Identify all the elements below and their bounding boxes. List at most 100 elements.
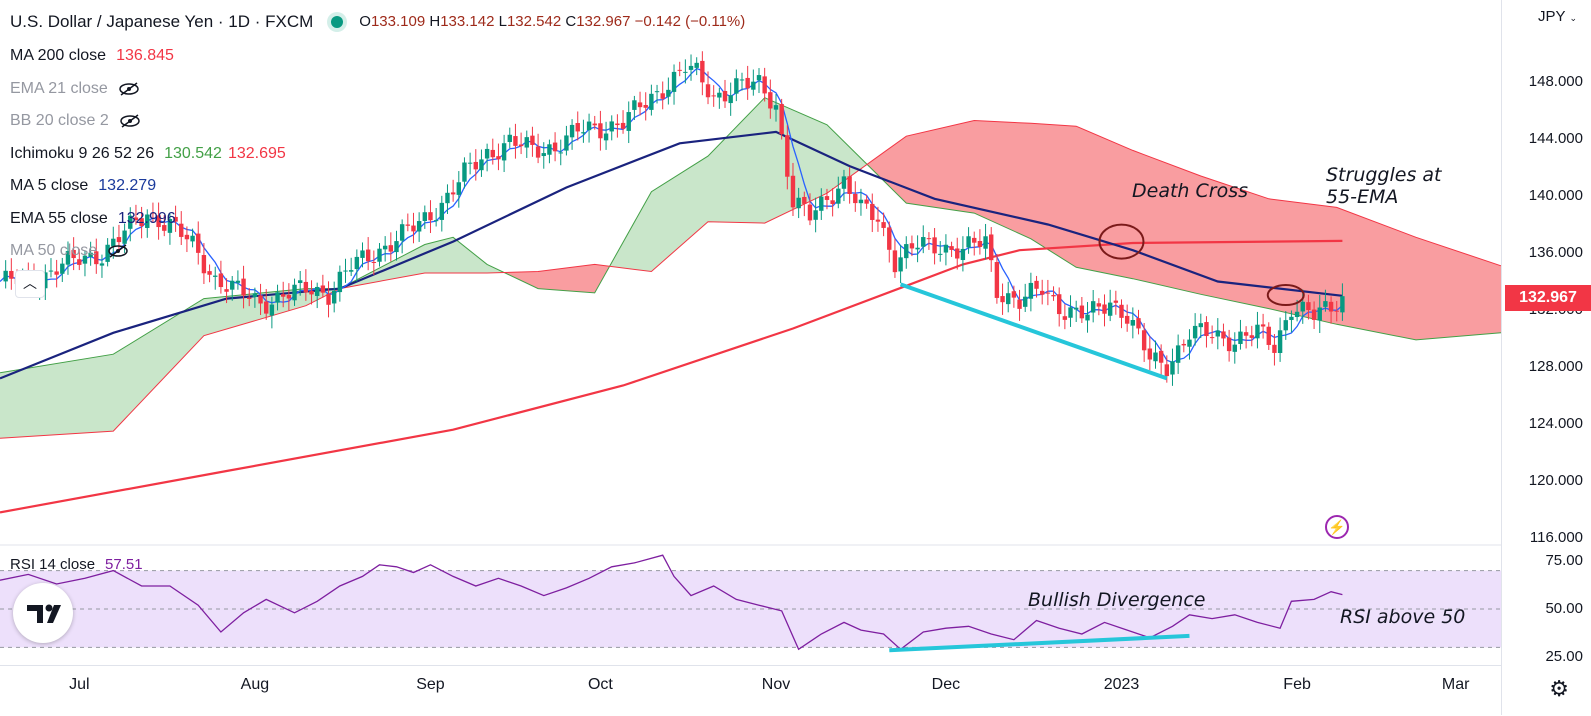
candle xyxy=(1045,279,1051,306)
candle xyxy=(671,64,677,105)
legend-ma5[interactable]: MA 5 close 132.279 xyxy=(10,170,745,203)
candle xyxy=(1340,283,1345,321)
candle-body xyxy=(399,224,405,241)
price-tick-label: 116.000 xyxy=(1529,529,1583,546)
collapse-legend-button[interactable]: ︿ xyxy=(15,270,45,298)
candle-body xyxy=(167,218,173,233)
candle xyxy=(943,234,949,266)
candle-body xyxy=(790,175,796,208)
candle xyxy=(870,193,875,233)
market-status-icon xyxy=(331,16,344,28)
legend-ema55[interactable]: EMA 55 close 132.996 xyxy=(10,203,745,236)
candle xyxy=(399,219,405,254)
candle-body xyxy=(1238,331,1243,344)
candle-body xyxy=(1000,296,1005,303)
candle-body xyxy=(722,90,728,102)
candle xyxy=(1079,297,1085,323)
candle xyxy=(1023,283,1028,313)
price-axis[interactable]: JPY ⌄ 148.000144.000140.000136.000132.00… xyxy=(1501,0,1591,715)
candle xyxy=(473,149,478,181)
candle xyxy=(184,226,190,253)
candle xyxy=(1073,300,1079,322)
death-cross-annotation[interactable]: Death Cross xyxy=(1132,180,1248,202)
candle-body xyxy=(462,162,467,182)
candle-body xyxy=(1028,282,1034,299)
rsi-above-annotation[interactable]: RSI above 50 xyxy=(1340,606,1466,628)
hidden-eye-icon[interactable] xyxy=(107,244,129,258)
candle xyxy=(371,250,377,276)
candle xyxy=(150,202,156,223)
candle-body xyxy=(433,220,439,222)
candle xyxy=(1221,323,1226,347)
symbol-title[interactable]: U.S. Dollar / Japanese Yen · 1D · FXCM xyxy=(10,11,314,31)
candle-body xyxy=(1226,337,1232,352)
candle xyxy=(847,167,852,204)
price-tick-label: 128.000 xyxy=(1528,358,1583,375)
candle-body xyxy=(343,270,348,272)
candle-body xyxy=(1311,309,1317,320)
hidden-eye-icon[interactable] xyxy=(119,114,141,128)
candle-body xyxy=(626,112,631,131)
candle xyxy=(541,142,546,169)
candle-body xyxy=(581,132,586,134)
rsi-legend[interactable]: RSI 14 close 57.51 xyxy=(10,556,143,573)
tradingview-logo[interactable] xyxy=(13,583,73,643)
candle-body xyxy=(1243,332,1249,336)
ohlc-low: 132.542 xyxy=(506,12,562,30)
legend-ichimoku[interactable]: Ichimoku 9 26 52 26 130.542 132.695 xyxy=(10,138,745,171)
candle xyxy=(598,110,603,151)
candle xyxy=(411,212,416,244)
legend-ema21[interactable]: EMA 21 close xyxy=(10,73,745,106)
candle xyxy=(700,51,705,96)
candle-body xyxy=(1255,324,1260,339)
lightning-icon[interactable]: ⚡ xyxy=(1325,515,1349,539)
candle xyxy=(666,77,671,105)
candle-body xyxy=(411,225,416,232)
candle-body xyxy=(82,255,88,264)
candle xyxy=(677,61,682,77)
struggles-annotation-line1[interactable]: Struggles at xyxy=(1326,164,1442,186)
candle xyxy=(807,193,813,226)
legend-bb20[interactable]: BB 20 close 2 xyxy=(10,105,745,138)
candle xyxy=(1198,313,1203,339)
hidden-eye-icon[interactable] xyxy=(118,82,140,96)
candle xyxy=(162,215,167,237)
candle xyxy=(836,176,841,209)
candle-body xyxy=(422,212,428,221)
bullish-divergence-annotation[interactable]: Bullish Divergence xyxy=(1028,589,1206,611)
time-axis[interactable]: Jul Aug Sep Oct Nov Dec 2023 Feb Mar xyxy=(0,665,1501,716)
candle-body xyxy=(1034,280,1039,289)
candle-body xyxy=(269,304,275,316)
candle xyxy=(99,254,105,278)
candle-body xyxy=(394,241,399,253)
candle xyxy=(637,91,643,116)
legend-ma200[interactable]: MA 200 close 136.845 xyxy=(10,40,745,73)
candle-body xyxy=(847,176,852,194)
candle xyxy=(320,274,326,298)
candle-body xyxy=(252,293,258,297)
candle-body xyxy=(1006,293,1011,305)
candle-body xyxy=(904,244,909,259)
candle xyxy=(1141,323,1147,362)
candle xyxy=(439,195,445,232)
candle xyxy=(1209,325,1215,344)
candle xyxy=(467,152,473,175)
legend-ma50[interactable]: MA 50 close xyxy=(10,235,745,268)
candle-body xyxy=(989,234,994,261)
candle xyxy=(1006,281,1011,313)
struggles-annotation-line2[interactable]: 55-EMA xyxy=(1326,186,1399,208)
candle xyxy=(592,115,597,130)
currency-selector[interactable]: JPY ⌄ xyxy=(1538,8,1577,25)
candle-body xyxy=(615,123,620,126)
candle xyxy=(43,264,48,300)
candle-body xyxy=(1158,350,1164,363)
price-tick-label: 120.000 xyxy=(1528,472,1583,489)
candle xyxy=(292,278,297,306)
candle xyxy=(552,132,558,162)
ma200-label: MA 200 close xyxy=(10,47,107,64)
time-tick-label: Feb xyxy=(1283,676,1311,693)
candle-body xyxy=(156,215,161,228)
settings-gear-icon[interactable]: ⚙ xyxy=(1549,676,1569,701)
candle xyxy=(768,79,773,119)
